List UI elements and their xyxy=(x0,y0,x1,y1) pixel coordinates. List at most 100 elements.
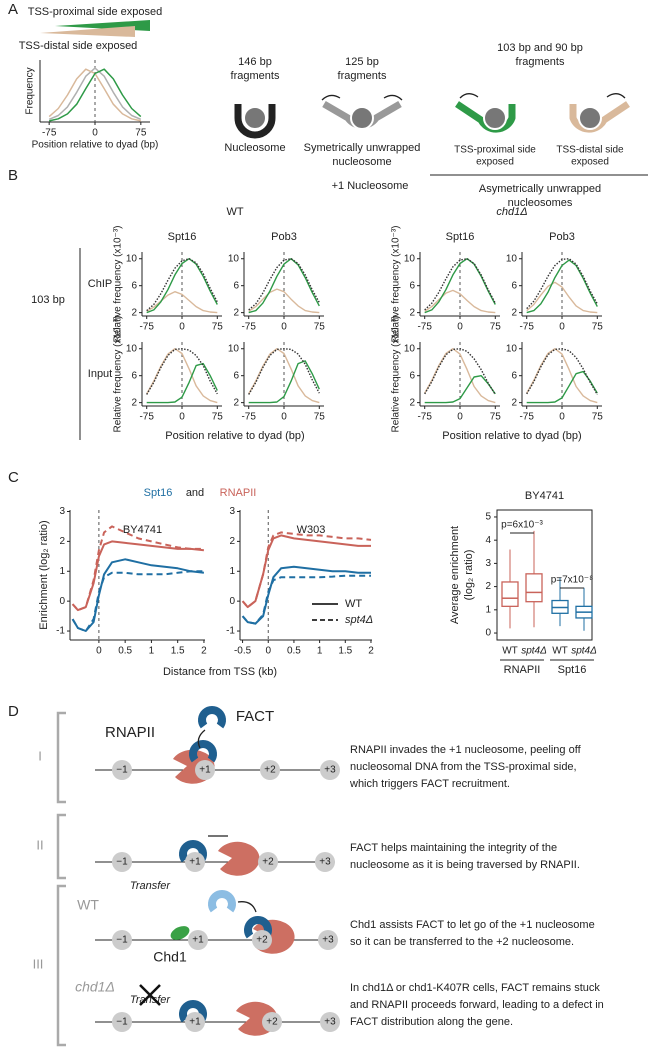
nucleosome-label: −1 xyxy=(116,935,128,946)
bracket xyxy=(56,884,66,1047)
x-tick-label: 0.5 xyxy=(287,646,301,657)
fact xyxy=(179,1000,207,1023)
bracket xyxy=(56,711,66,804)
series-line xyxy=(248,348,320,404)
x-tick-label: 0 xyxy=(281,322,287,333)
nucleosome-icon xyxy=(234,104,276,139)
panel-label: A xyxy=(8,1,18,18)
x-tick-label: 0 xyxy=(265,646,271,657)
y-tick-label: 3 xyxy=(59,506,65,517)
x-tick-label: 1.5 xyxy=(171,646,185,657)
y-tick-label: 1 xyxy=(229,566,235,577)
label: FACT distribution along the gene. xyxy=(350,1016,513,1028)
y-label: Relative frequency (x10⁻³) xyxy=(391,316,402,433)
x-tick-label: 0.5 xyxy=(118,646,132,657)
x-tick-label: -75 xyxy=(139,412,154,423)
x-tick-label: 0 xyxy=(92,128,98,139)
wedge xyxy=(40,26,135,37)
series-line xyxy=(248,348,320,395)
y-tick-label: 2 xyxy=(409,307,415,318)
x-tick-label: spt4Δ xyxy=(571,646,597,657)
nucleosome-label: +3 xyxy=(324,765,336,776)
nucleosome-icon xyxy=(569,101,630,133)
label: and xyxy=(186,487,204,499)
x-tick-label: WT xyxy=(502,646,518,657)
label: Pob3 xyxy=(549,231,575,243)
arrow xyxy=(321,94,341,101)
label: Spt16 xyxy=(144,487,173,499)
arrow xyxy=(606,93,626,99)
nucleosome-label: −1 xyxy=(116,857,128,868)
arrow xyxy=(197,729,206,749)
x-tick-label: WT xyxy=(552,646,568,657)
nucleosome xyxy=(188,930,208,950)
nucleosome xyxy=(195,760,215,780)
nucleosome-label: +1 xyxy=(189,857,201,868)
box xyxy=(501,581,519,607)
series-line xyxy=(241,574,371,625)
y-tick-label: 2 xyxy=(233,307,239,318)
fact xyxy=(198,706,226,729)
x-tick-label: 75 xyxy=(490,412,502,423)
y-tick-label: 1 xyxy=(485,604,491,615)
fact xyxy=(179,840,207,863)
nucleosome-icon xyxy=(455,101,516,133)
series-line xyxy=(49,68,142,122)
fact xyxy=(244,916,272,939)
series-line xyxy=(146,258,218,314)
x-tick-label: 75 xyxy=(490,322,502,333)
series-line xyxy=(424,348,496,404)
y-tick-label: 6 xyxy=(511,280,517,291)
y-label: Relative frequency (x10⁻³) xyxy=(113,226,124,343)
series-line xyxy=(71,525,204,612)
x-tick-label: 1.5 xyxy=(338,646,352,657)
label: RNAPII xyxy=(220,487,257,499)
series-line xyxy=(424,289,496,314)
x-tick-label: 2 xyxy=(201,646,207,657)
arrow xyxy=(459,93,479,99)
x-label: Distance from TSS (kb) xyxy=(163,666,277,678)
group-label: Spt16 xyxy=(558,664,587,676)
label: TSS-proximal side xyxy=(454,145,536,156)
label: Chd1 assists FACT to let go of the +1 nu… xyxy=(350,919,595,931)
series-line xyxy=(146,348,218,404)
plot-frame xyxy=(496,509,593,641)
x-tick-label: 75 xyxy=(135,128,147,139)
label: fragments xyxy=(338,70,387,82)
y-tick-label: 0 xyxy=(59,596,65,607)
x-tick-label: 1 xyxy=(149,646,155,657)
label: Transfer xyxy=(130,994,171,1006)
chart-title: BY4741 xyxy=(525,490,564,502)
label: fragments xyxy=(231,70,280,82)
label: WT xyxy=(226,206,243,218)
nucleosome xyxy=(315,852,335,872)
panel-label: C xyxy=(8,469,19,486)
label: 125 bp xyxy=(345,56,379,68)
x-tick-label: 75 xyxy=(212,322,224,333)
series-line xyxy=(248,258,320,311)
x-tick-label: -75 xyxy=(519,412,534,423)
series-line xyxy=(146,348,218,395)
series-line xyxy=(71,540,205,612)
series-line xyxy=(526,259,598,314)
y-tick-label: 10 xyxy=(126,343,138,354)
x-tick-label: 2 xyxy=(368,646,374,657)
x-tick-label: 75 xyxy=(592,322,604,333)
arrow xyxy=(383,94,403,101)
series-line xyxy=(248,258,320,314)
histone-core xyxy=(350,106,374,130)
y-tick-label: 6 xyxy=(409,280,415,291)
nucleosome-label: +2 xyxy=(262,857,274,868)
y-label: (log₂ ratio) xyxy=(463,550,475,601)
y-tick-label: 6 xyxy=(409,370,415,381)
y-tick-label: 6 xyxy=(233,370,239,381)
label: 146 bp xyxy=(238,56,272,68)
label: nucleosomal DNA from the TSS-proximal si… xyxy=(350,761,577,773)
y-tick-label: 10 xyxy=(404,253,416,264)
label: 103 bp and 90 bp xyxy=(497,42,583,54)
label: Pob3 xyxy=(271,231,297,243)
series-line xyxy=(248,360,320,404)
label: so it can be transferred to the +2 nucle… xyxy=(350,936,574,948)
series-line xyxy=(146,362,218,404)
x-tick-label: -75 xyxy=(519,322,534,333)
